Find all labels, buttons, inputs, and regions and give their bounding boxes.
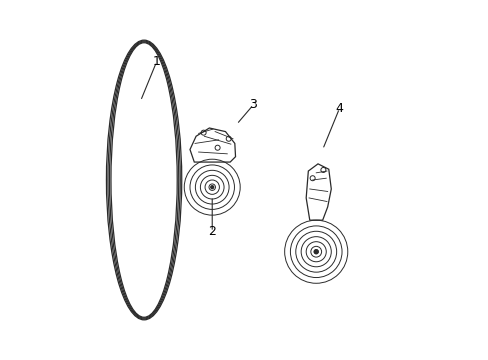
Text: 3: 3 xyxy=(249,98,257,111)
Text: 1: 1 xyxy=(152,55,160,68)
Circle shape xyxy=(314,250,317,253)
Text: 2: 2 xyxy=(208,225,216,238)
Text: 4: 4 xyxy=(335,102,343,115)
Circle shape xyxy=(210,186,213,189)
